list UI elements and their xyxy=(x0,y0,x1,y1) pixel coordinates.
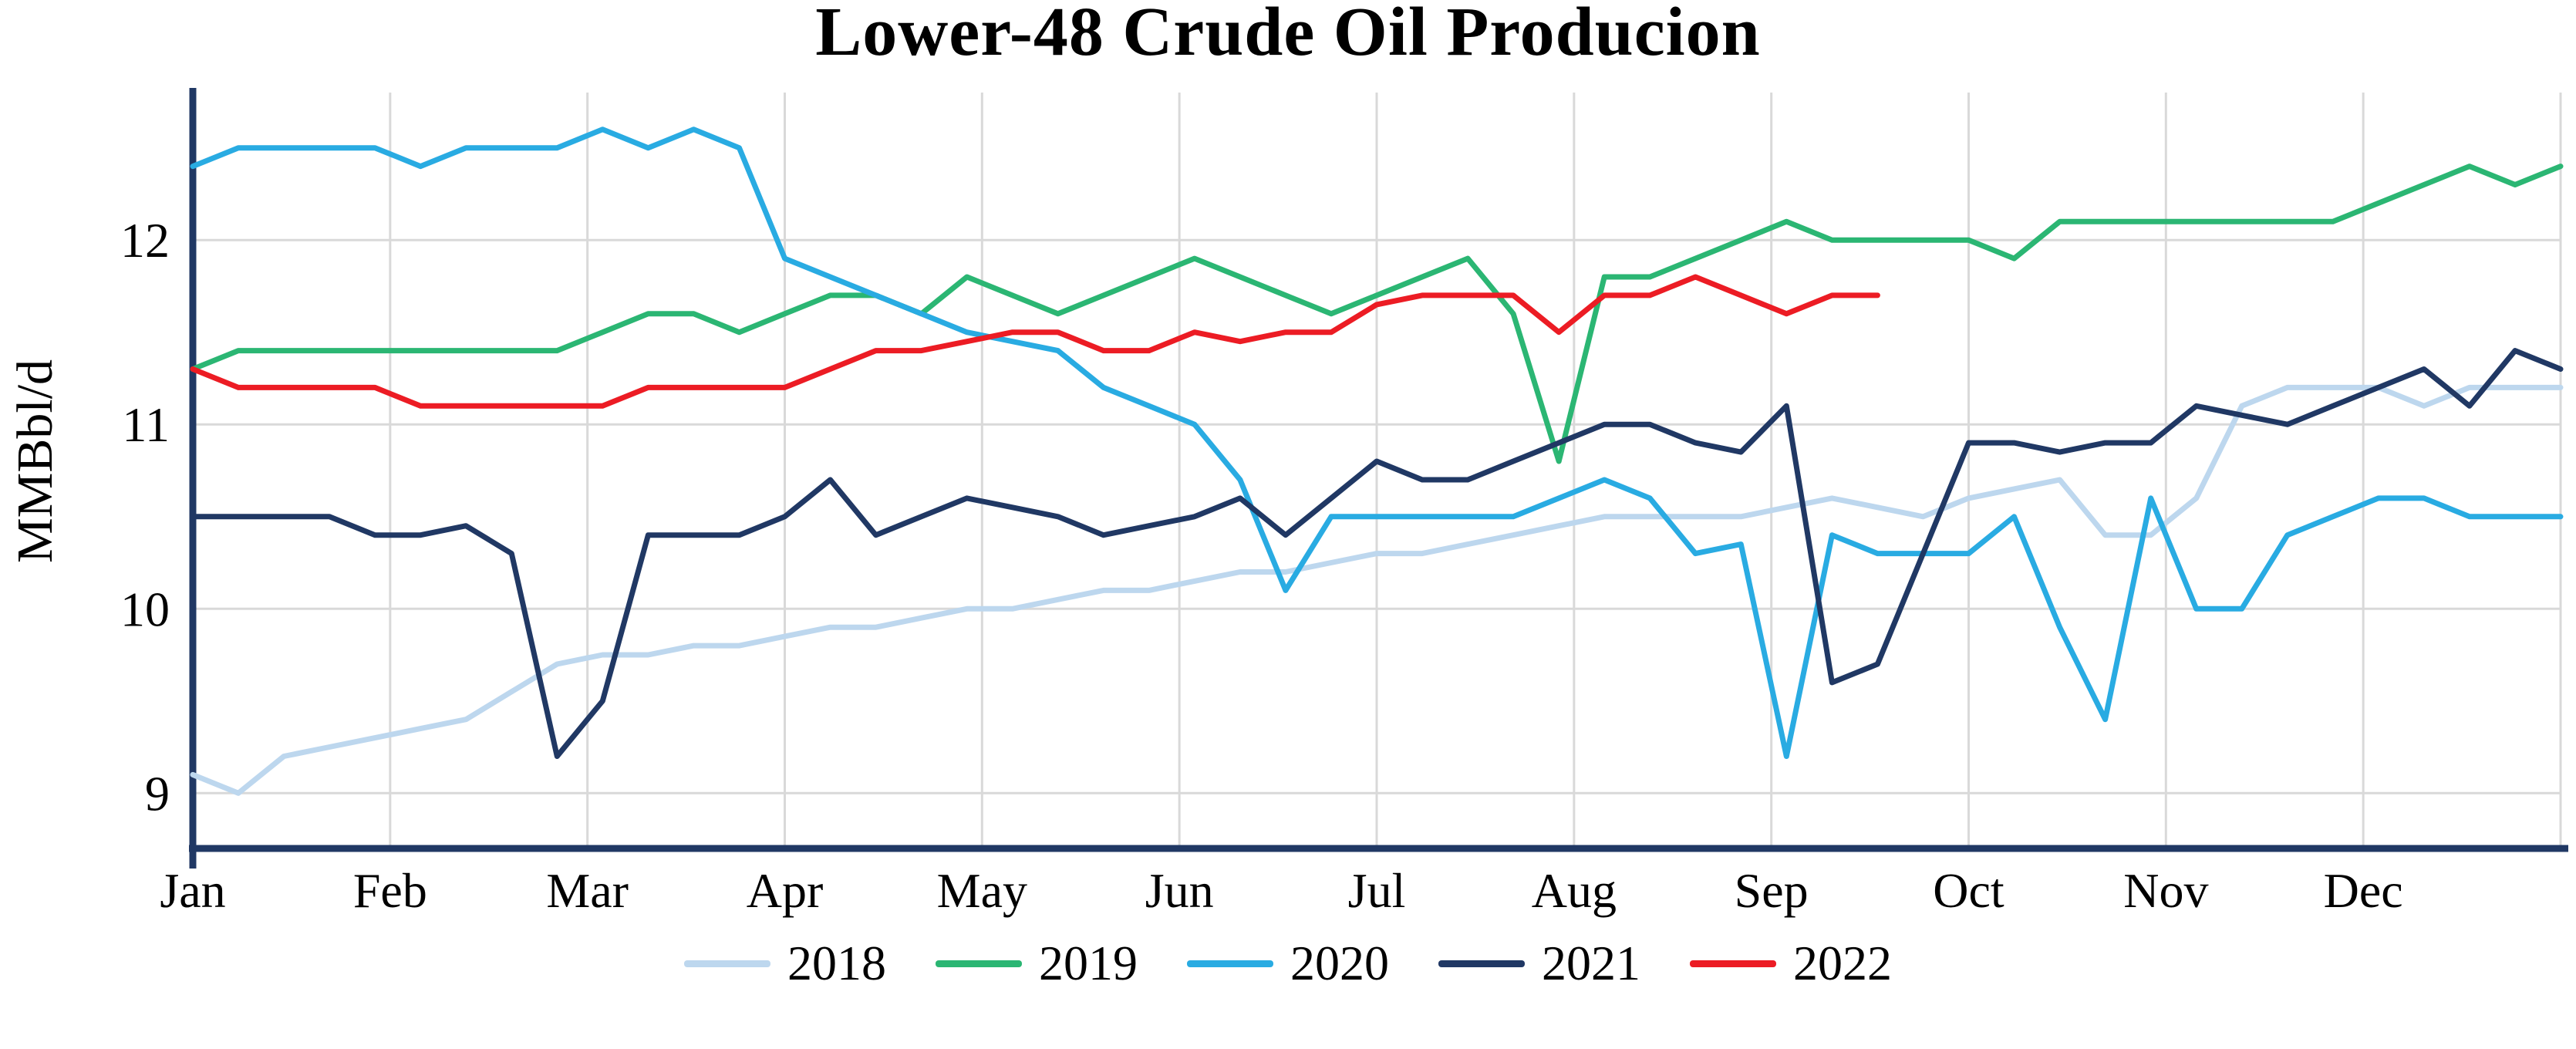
legend-item-2021: 2021 xyxy=(1438,935,1640,992)
chart-title: Lower-48 Crude Oil Producion xyxy=(815,0,1761,70)
x-tick-label-dec: Dec xyxy=(2324,863,2403,918)
legend-swatch-2018-icon xyxy=(684,960,770,967)
legend-item-2020: 2020 xyxy=(1187,935,1389,992)
legend-swatch-2019-icon xyxy=(936,960,1022,967)
x-tick-label-nov: Nov xyxy=(2123,863,2208,918)
series-line-2022 xyxy=(190,274,1880,409)
series-line-2020 xyxy=(190,126,2564,759)
x-tick-label-jun: Jun xyxy=(1145,863,1214,918)
y-tick-label: 9 xyxy=(145,766,170,821)
legend-item-2019: 2019 xyxy=(936,935,1138,992)
x-tick-label-feb: Feb xyxy=(353,863,427,918)
legend-swatch-2020-icon xyxy=(1187,960,1273,967)
legend-label-2019: 2019 xyxy=(1039,936,1138,990)
series-line-2018 xyxy=(190,384,2564,796)
legend-label-2020: 2020 xyxy=(1290,936,1389,990)
legend-item-2022: 2022 xyxy=(1690,935,1892,992)
chart-plot-area: 9 10 11 12 Jan Feb Mar Apr May Jun Jul Aug Sep Oct Nov… xyxy=(120,88,2568,918)
x-tick-label-apr: Apr xyxy=(747,863,824,918)
x-tick-label-may: May xyxy=(937,863,1027,918)
x-tick-label-jan: Jan xyxy=(160,863,225,918)
legend-swatch-2021-icon xyxy=(1438,960,1525,967)
series-line-2021 xyxy=(190,348,2564,759)
legend-swatch-2022-icon xyxy=(1690,960,1776,967)
legend-label-2022: 2022 xyxy=(1793,936,1892,990)
legend-label-2018: 2018 xyxy=(787,936,886,990)
x-tick-label-sep: Sep xyxy=(1735,863,1809,918)
x-tick-label-mar: Mar xyxy=(546,863,629,918)
y-tick-label: 10 xyxy=(120,582,170,636)
y-tick-label: 12 xyxy=(120,213,170,268)
legend-item-2018: 2018 xyxy=(684,935,886,992)
y-tick-label: 11 xyxy=(122,397,170,452)
legend-label-2021: 2021 xyxy=(1542,936,1640,990)
x-tick-label-jul: Jul xyxy=(1348,863,1406,918)
x-tick-label-oct: Oct xyxy=(1933,863,2004,918)
chart-legend: 2018 2019 2020 2021 2022 xyxy=(0,935,2576,992)
series-line-2019 xyxy=(190,164,2564,464)
x-tick-label-aug: Aug xyxy=(1532,863,1617,918)
